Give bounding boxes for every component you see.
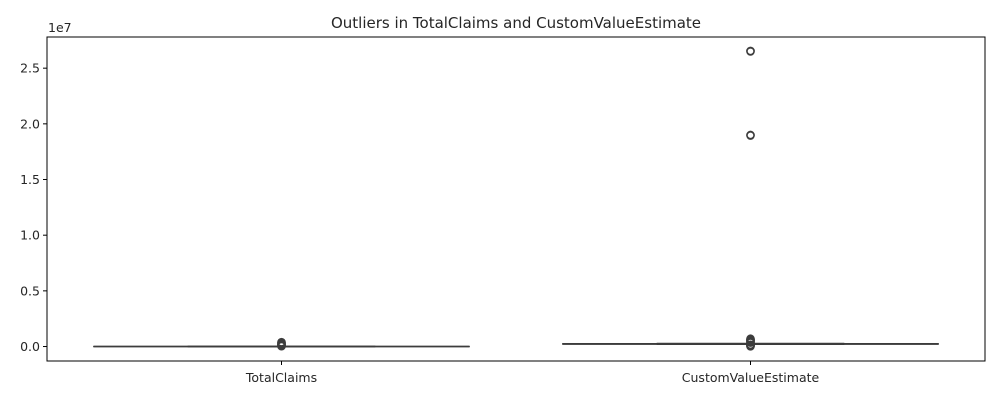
y-tick-label: 1.5 [20,172,40,187]
y-offset-label: 1e7 [48,20,72,35]
y-tick-label: 0.5 [20,283,40,298]
y-tick-label: 0.0 [20,339,40,354]
y-tick-label: 2.5 [20,61,40,76]
chart-title: Outliers in TotalClaims and CustomValueE… [331,14,701,32]
x-tick-label: CustomValueEstimate [682,370,820,385]
outlier-point [746,130,755,140]
outlier-point [746,46,755,56]
y-tick-label: 2.0 [20,116,40,131]
outlier-point [277,337,286,347]
plot-area: 0.0 0.5 1.0 1.5 2.0 2.5 TotalClaims CustomValue… [20,46,939,385]
y-tick-label: 1.0 [20,228,40,243]
plot-frame [46,36,986,362]
x-tick-label: TotalClaims [245,370,317,385]
outlier-point [746,334,755,344]
